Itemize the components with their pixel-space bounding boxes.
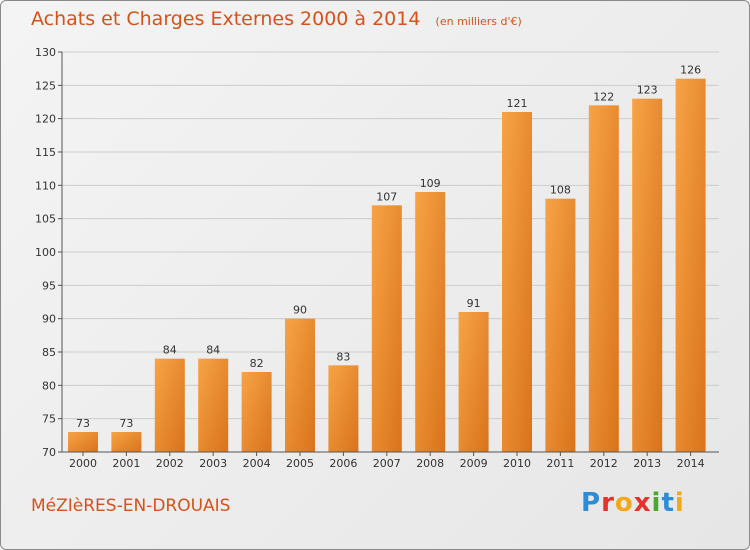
bars — [68, 78, 706, 453]
x-tick-label: 2011 — [546, 457, 574, 470]
logo-letter: t — [661, 488, 675, 518]
chart-title: Achats et Charges Externes 2000 à 2014 — [31, 8, 421, 30]
labels: 70 75 80 85 90 95 100 105 110 115 120 125 130 73 2000 7… — [35, 46, 705, 470]
y-tick-label: 120 — [35, 113, 56, 126]
logo-letter: i — [674, 488, 685, 518]
logo-letter: x — [633, 488, 652, 518]
bar-value-label: 122 — [593, 90, 614, 103]
bar-value-label: 109 — [420, 177, 441, 190]
x-tick-label: 2010 — [503, 457, 531, 470]
logo-letter: P — [581, 488, 602, 518]
bar-value-label: 121 — [507, 97, 528, 110]
logo-letter: i — [651, 488, 662, 518]
y-tick-label: 95 — [42, 279, 56, 292]
x-tick-label: 2014 — [677, 457, 705, 470]
bar[interactable] — [502, 112, 532, 452]
bar[interactable] — [588, 105, 619, 452]
y-tick-label: 75 — [42, 413, 56, 426]
x-tick-label: 2002 — [156, 457, 184, 470]
y-tick-label: 90 — [42, 313, 56, 326]
bar-value-label: 126 — [680, 64, 701, 77]
bar[interactable] — [241, 372, 272, 452]
bar-value-label: 123 — [637, 84, 658, 97]
bar[interactable] — [68, 432, 98, 452]
bar[interactable] — [111, 432, 142, 452]
x-tick-label: 2012 — [590, 457, 618, 470]
bar-value-label: 73 — [119, 417, 133, 430]
x-tick-label: 2009 — [460, 457, 488, 470]
bar-value-label: 84 — [163, 344, 177, 357]
bar-value-label: 83 — [336, 350, 350, 363]
bar[interactable] — [198, 358, 229, 452]
title-row: Achats et Charges Externes 2000 à 2014 (… — [31, 8, 522, 30]
proxiti-logo[interactable]: Proxiti — [581, 488, 685, 518]
bar[interactable] — [675, 78, 706, 453]
bar-value-label: 107 — [376, 190, 397, 203]
bar[interactable] — [371, 205, 402, 452]
x-tick-label: 2000 — [69, 457, 97, 470]
bar-value-label: 108 — [550, 184, 571, 197]
y-tick-label: 70 — [42, 446, 56, 459]
bar-value-label: 84 — [206, 344, 220, 357]
x-tick-label: 2004 — [243, 457, 271, 470]
place-name: MéZIèRES-EN-DROUAIS — [31, 496, 231, 516]
bar[interactable] — [154, 358, 185, 452]
chart-subtitle: (en milliers d'€) — [435, 15, 522, 28]
y-tick-label: 110 — [35, 179, 56, 192]
bar[interactable] — [415, 192, 446, 452]
bar[interactable] — [632, 98, 663, 453]
y-tick-label: 80 — [42, 379, 56, 392]
logo-letter: o — [614, 488, 634, 518]
bar[interactable] — [285, 318, 315, 452]
bar-value-label: 91 — [467, 297, 481, 310]
bar-value-label: 82 — [250, 357, 264, 370]
x-tick-label: 2006 — [329, 457, 357, 470]
x-tick-label: 2013 — [633, 457, 661, 470]
bar-value-label: 73 — [76, 417, 90, 430]
bar[interactable] — [458, 312, 489, 452]
y-tick-label: 115 — [35, 146, 56, 159]
bar[interactable] — [545, 198, 576, 452]
y-tick-label: 100 — [35, 246, 56, 259]
y-tick-label: 105 — [35, 213, 56, 226]
y-tick-label: 130 — [35, 46, 56, 59]
x-tick-label: 2005 — [286, 457, 314, 470]
axes — [58, 51, 719, 456]
y-tick-label: 85 — [42, 346, 56, 359]
y-tick-label: 125 — [35, 79, 56, 92]
bar[interactable] — [328, 365, 359, 452]
x-tick-label: 2001 — [112, 457, 140, 470]
x-tick-label: 2003 — [199, 457, 227, 470]
x-tick-label: 2007 — [373, 457, 401, 470]
bar-value-label: 90 — [293, 304, 307, 317]
x-tick-label: 2008 — [416, 457, 444, 470]
logo-letter: r — [601, 488, 615, 518]
